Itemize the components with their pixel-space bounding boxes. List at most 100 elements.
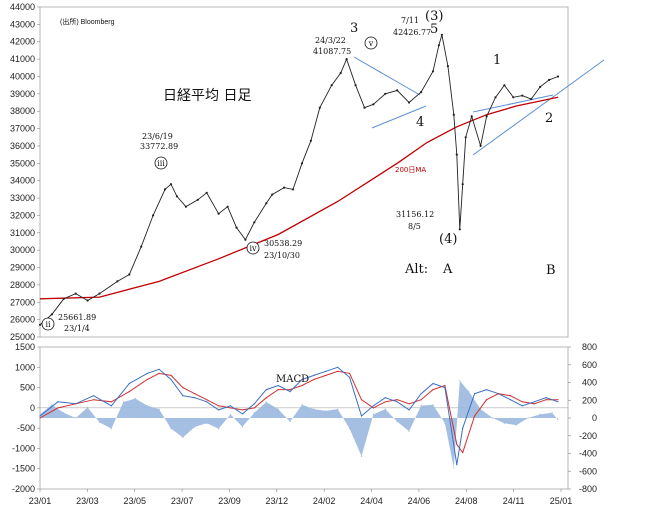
price-point (470, 115, 473, 118)
macd-histogram-point (63, 412, 65, 414)
macd-series (39, 366, 568, 469)
macd-tick-label: -2000 (12, 484, 35, 494)
price-point (163, 188, 167, 191)
signal-point (229, 407, 232, 409)
annotation-value-0711: 42426.77 (393, 28, 431, 37)
price-point (253, 221, 256, 224)
macd-histogram-point (527, 417, 529, 419)
price-tick-label: 28000 (10, 280, 35, 290)
svg-text:ii: ii (45, 320, 51, 329)
price-tick-label: 32000 (10, 210, 35, 220)
annotation-value-240322: 41087.75 (313, 47, 351, 56)
price-point (205, 191, 208, 194)
macd-histogram-point (432, 404, 434, 406)
macd-point (57, 401, 59, 403)
macd-histogram-point (218, 428, 220, 430)
macd-histogram-point (408, 430, 410, 432)
price-point (461, 183, 464, 186)
macd-histogram-point (194, 426, 196, 428)
macd-point (372, 405, 374, 407)
signal-point (497, 393, 500, 395)
price-point (217, 212, 220, 215)
wave-label-4-major: (4) (439, 232, 457, 247)
macd-histogram-point (182, 436, 184, 439)
price-point (235, 226, 238, 229)
macd-histogram-point (75, 417, 77, 419)
macd-histogram-area (40, 380, 558, 468)
price-point (184, 205, 187, 208)
price-point (431, 70, 435, 73)
macd-point (557, 401, 559, 403)
macd-point (289, 391, 291, 393)
x-tick-label: 24/06 (408, 496, 431, 506)
macd-point (462, 427, 464, 429)
signal-point (384, 401, 386, 403)
macd-point (229, 405, 232, 407)
price-tick-label: 44000 (10, 2, 35, 12)
price-point (437, 44, 440, 47)
x-tick-label: 23/07 (171, 496, 194, 506)
price-point (452, 113, 455, 116)
macd-point (349, 376, 351, 378)
signal-point (408, 403, 410, 405)
macd-histogram-point (444, 422, 446, 424)
macd-right-tick-label: -400 (579, 449, 597, 459)
macd-point (486, 389, 488, 391)
macd-histogram-point (360, 455, 363, 457)
signal-point (128, 391, 130, 393)
signal-point (241, 409, 243, 411)
trendline-triangle-upper-2 (472, 94, 554, 113)
price-tick-label: 42000 (10, 37, 35, 47)
annotation-date-0711: 7/11 (401, 16, 419, 25)
annotation-date-0805: 8/5 (408, 222, 421, 231)
wave-label-a: A (442, 262, 453, 277)
price-point (283, 186, 286, 189)
wave-label-3: 3 (350, 21, 358, 36)
signal-point (313, 378, 315, 381)
annotation-date-240322: 24/3/22 (315, 36, 346, 45)
macd-histogram-point (122, 401, 124, 403)
ma-label: 200日MA (395, 166, 426, 174)
price-tick-label: 34000 (10, 176, 35, 186)
macd-histogram-point (491, 417, 494, 419)
macd-right-tick-label: 200 (582, 395, 597, 405)
signal-point (509, 395, 511, 397)
macd-histogram-point (468, 390, 470, 392)
price-point (271, 193, 274, 196)
macd-point (241, 413, 243, 415)
macd-histogram-point (503, 422, 505, 424)
price-point (556, 75, 560, 78)
signal-point (206, 399, 208, 401)
macd-point (206, 401, 208, 403)
macd-histogram-point (337, 408, 339, 410)
price-point (446, 65, 449, 68)
macd-point (456, 464, 458, 466)
price-line (39, 34, 559, 326)
price-point (479, 144, 482, 147)
macd-histogram-point (349, 428, 351, 430)
wave-marker-iv: iv (246, 241, 260, 255)
price-tick-label: 36000 (10, 141, 35, 151)
price-point (152, 214, 155, 217)
macd-histogram-point (87, 406, 89, 408)
price-tick-label: 31000 (10, 228, 35, 238)
x-tick-label: 24/02 (313, 496, 336, 506)
macd-histogram-point (158, 408, 160, 410)
chart-title: 日経平均 日足 (163, 88, 251, 104)
trendline-triangle-upper-1 (353, 56, 421, 96)
price-point (339, 71, 342, 75)
macd-histogram-point (206, 422, 208, 424)
macd-histogram-point (170, 428, 172, 430)
signal-point (474, 415, 476, 417)
macd-histogram-point (453, 467, 455, 469)
wave-label-4: 4 (416, 115, 424, 130)
signal-point (182, 387, 184, 389)
macd-point (408, 409, 410, 411)
macd-point (337, 366, 339, 368)
annotation-date-230619: 23/6/19 (142, 132, 173, 141)
price-point (458, 228, 461, 231)
macd-right-tick-label: 800 (582, 342, 597, 352)
price-point (50, 313, 54, 316)
signal-point (545, 399, 547, 401)
signal-point (325, 374, 327, 376)
